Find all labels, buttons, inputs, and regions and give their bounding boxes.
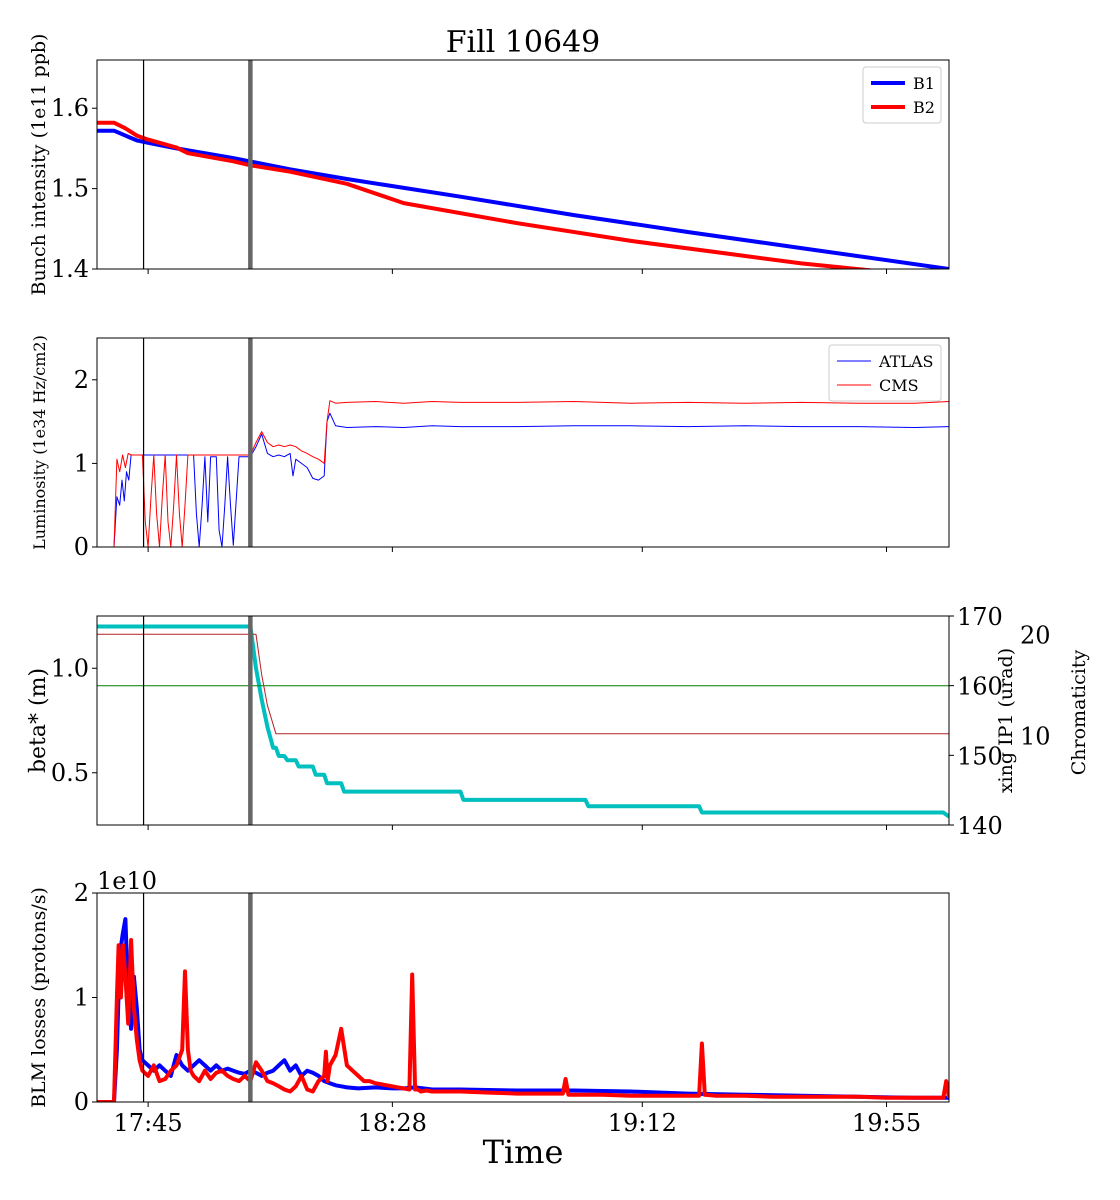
panel-2: 0 1 2 Luminosity (1e34 Hz/cm2) ATLAS CMS (30, 335, 950, 561)
y-tick-label: 1.4 (51, 255, 89, 283)
y-axis-label: Bunch intensity (1e11 ppb) (28, 34, 50, 296)
x-tick-label: 18:28 (358, 1109, 427, 1137)
plot-area (97, 120, 949, 269)
y2-tick-label: 160 (957, 673, 1003, 701)
series-line-cms (97, 400, 949, 547)
y-tick-label: 1.0 (51, 654, 89, 682)
y2-tick-label: 150 (957, 742, 1003, 770)
plot-area (97, 400, 949, 547)
y-tick-label: 0 (74, 533, 89, 561)
x-tick-label: 17:45 (114, 1109, 183, 1137)
legend-label-b1: B1 (913, 74, 935, 93)
plot-frame (96, 337, 950, 548)
offset-label: 1e10 (97, 867, 157, 895)
series-line-b1 (97, 917, 949, 1102)
y-tick-label: 2 (74, 879, 89, 907)
y2-tick-label: 140 (957, 812, 1003, 840)
y-axis-label: Luminosity (1e34 Hz/cm2) (30, 335, 49, 550)
y2-axis-label: xing IP1 (urad) (995, 648, 1017, 793)
y-axis-label: beta* (m) (26, 668, 51, 773)
series-line-b1 (97, 128, 949, 269)
series-line-b2 (97, 120, 877, 269)
legend-box (828, 344, 942, 402)
panel-4: 17:45 18:28 19:12 19:55 0 1 2 BLM losses (proto… (28, 867, 950, 1137)
series-line-atlas (97, 412, 949, 547)
figure-title: Fill 10649 (446, 25, 601, 60)
legend: ATLAS CMS (828, 344, 942, 402)
y-tick-label: 1.5 (51, 175, 89, 203)
plot-frame (96, 59, 950, 270)
series-line-b2 (97, 938, 949, 1102)
plot-area (97, 917, 949, 1102)
x-axis-label: Time (483, 1133, 564, 1171)
y3-axis-label: Chromaticity (1068, 650, 1090, 776)
y-tick-label: 0.5 (51, 759, 89, 787)
y2-tick-label: 170 (957, 603, 1003, 631)
y-axis-label: BLM losses (protons/s) (28, 887, 50, 1108)
y-tick-label: 0 (74, 1088, 89, 1116)
legend-label-b2: B2 (913, 98, 935, 117)
legend-label-atlas: ATLAS (878, 352, 934, 371)
series-line-chromaticity (97, 633, 949, 735)
y-tick-label: 2 (74, 366, 89, 394)
plot-frame (96, 615, 950, 826)
y3-tick-label: 10 (1020, 723, 1051, 751)
y-tick-label: 1 (74, 984, 89, 1012)
x-tick-label: 19:12 (608, 1109, 677, 1137)
y3-tick-label: 20 (1020, 621, 1051, 649)
plot-area (97, 624, 949, 819)
y-tick-label: 1 (74, 449, 89, 477)
series-line-beta- (97, 624, 949, 819)
y-tick-label: 1.6 (51, 94, 89, 122)
legend-label-cms: CMS (879, 376, 919, 395)
x-tick-label: 19:55 (852, 1109, 921, 1137)
